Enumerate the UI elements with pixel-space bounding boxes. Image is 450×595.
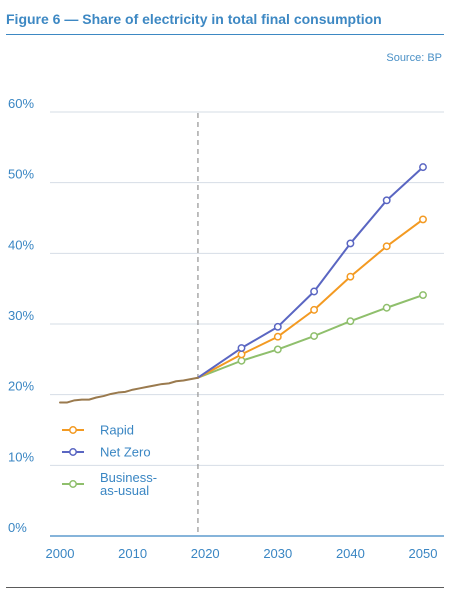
series-lines [59, 163, 427, 404]
y-tick-label: 60% [8, 96, 34, 111]
x-tick-label: 2010 [118, 546, 147, 561]
data-point-business-as-usual [310, 332, 319, 340]
title-rule [6, 34, 444, 35]
footer-rule [6, 587, 444, 588]
data-point-net-zero [237, 344, 246, 352]
y-tick-label: 50% [8, 167, 34, 182]
legend-swatch-marker [69, 426, 77, 434]
legend-swatch-marker [69, 480, 77, 488]
data-point-rapid [310, 305, 319, 314]
data-point-net-zero [273, 322, 282, 331]
data-point-rapid [419, 215, 427, 224]
x-tick-label: 2020 [191, 546, 220, 561]
x-tick-label: 2030 [263, 546, 292, 561]
legend-label: Rapid [100, 423, 134, 438]
data-point-business-as-usual [237, 356, 246, 365]
data-point-net-zero [310, 287, 319, 296]
legend-label: Net Zero [100, 445, 151, 460]
source-note: Source: BP [386, 52, 442, 64]
legend-label-line: Business- [100, 470, 157, 485]
data-point-business-as-usual [419, 291, 427, 299]
data-point-rapid [273, 332, 282, 341]
data-point-rapid [382, 242, 391, 251]
y-tick-label: 10% [8, 449, 34, 464]
legend: Rapid Net Zero Business-as-usual [62, 423, 157, 498]
data-point-rapid [346, 272, 355, 281]
data-point-net-zero [419, 163, 427, 172]
legend-item-rapid: Rapid [62, 423, 134, 438]
y-tick-label: 0% [8, 520, 27, 535]
data-point-business-as-usual [382, 303, 391, 312]
legend-swatch-marker [69, 448, 77, 456]
data-point-net-zero [382, 196, 391, 205]
data-point-rapid [237, 350, 246, 359]
legend-item-business-as-usual: Business-as-usual [62, 470, 157, 498]
x-tick-label: 2050 [409, 546, 438, 561]
x-tick-label: 2000 [46, 546, 75, 561]
data-point-net-zero [346, 239, 355, 248]
figure-title: Figure 6 — Share of electricity in total… [6, 11, 382, 27]
axis-labels: 0% 10% 20% 30% 40% 50% 60% 2000 2010 2020 2030 2040… [8, 96, 437, 561]
legend-item-net-zero: Net Zero [62, 445, 151, 460]
y-tick-label: 30% [8, 308, 34, 323]
x-tick-label: 2040 [336, 546, 365, 561]
series-line-history [59, 376, 199, 404]
data-point-business-as-usual [346, 317, 355, 326]
y-tick-label: 40% [8, 237, 34, 252]
data-point-business-as-usual [273, 345, 282, 354]
y-tick-label: 20% [8, 379, 34, 394]
legend-label-line: as-usual [100, 483, 149, 498]
